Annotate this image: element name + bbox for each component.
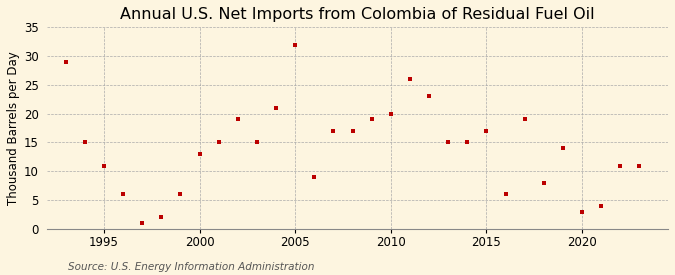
Point <box>558 146 568 150</box>
Point <box>481 129 492 133</box>
Point <box>271 106 281 110</box>
Point <box>443 140 454 145</box>
Title: Annual U.S. Net Imports from Colombia of Residual Fuel Oil: Annual U.S. Net Imports from Colombia of… <box>120 7 595 22</box>
Point <box>596 204 607 208</box>
Point <box>309 175 320 179</box>
Point <box>117 192 128 197</box>
Point <box>576 209 587 214</box>
Point <box>462 140 472 145</box>
Point <box>232 117 243 122</box>
Point <box>213 140 224 145</box>
Point <box>539 181 549 185</box>
Point <box>80 140 90 145</box>
Point <box>290 42 300 47</box>
Point <box>194 152 205 156</box>
Y-axis label: Thousand Barrels per Day: Thousand Barrels per Day <box>7 51 20 205</box>
Point <box>252 140 263 145</box>
Point <box>347 129 358 133</box>
Point <box>367 117 377 122</box>
Point <box>328 129 339 133</box>
Point <box>175 192 186 197</box>
Point <box>137 221 148 225</box>
Point <box>500 192 511 197</box>
Point <box>60 60 71 64</box>
Point <box>615 163 626 168</box>
Point <box>156 215 167 219</box>
Point <box>385 111 396 116</box>
Point <box>404 77 415 81</box>
Point <box>634 163 645 168</box>
Point <box>519 117 530 122</box>
Point <box>424 94 435 99</box>
Point <box>99 163 109 168</box>
Text: Source: U.S. Energy Information Administration: Source: U.S. Energy Information Administ… <box>68 262 314 272</box>
